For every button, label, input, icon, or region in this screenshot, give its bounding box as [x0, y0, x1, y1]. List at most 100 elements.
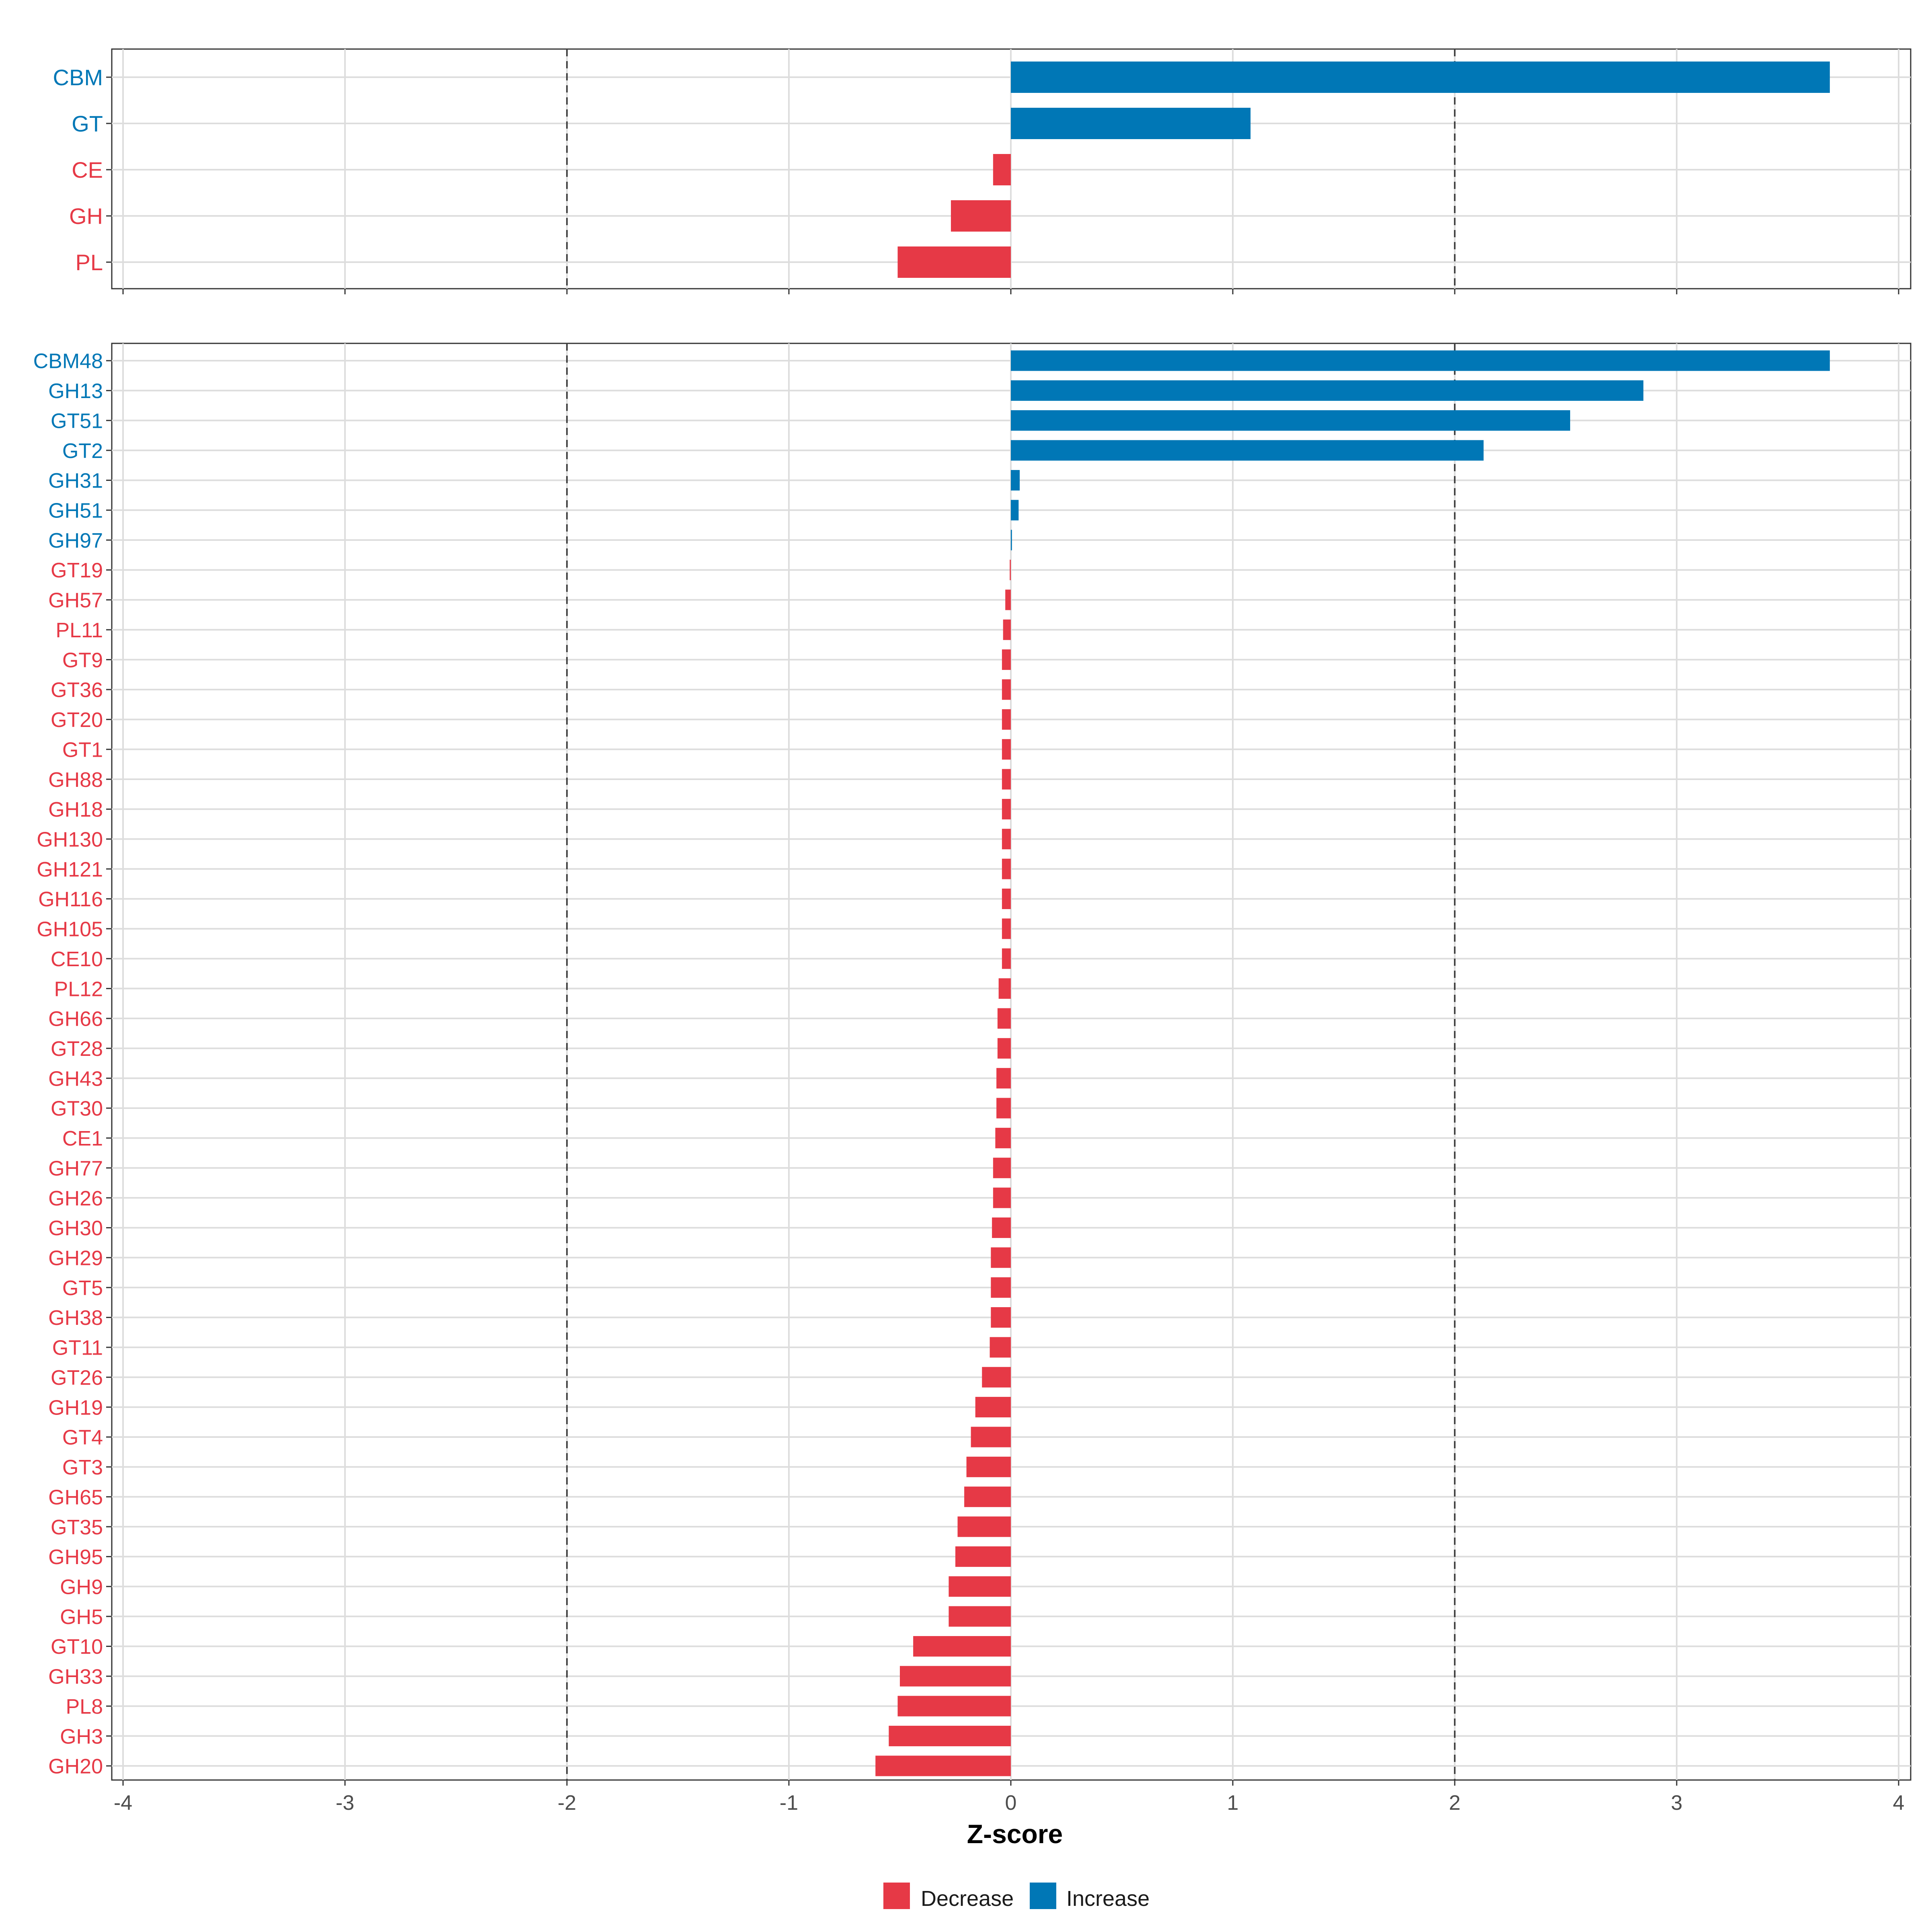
legend: Decrease Increase	[883, 1883, 1150, 1911]
bar	[889, 1726, 1011, 1747]
category-label: CBM	[53, 65, 103, 90]
category-label: PL8	[66, 1695, 103, 1718]
bar	[1002, 829, 1011, 850]
category-label: CBM48	[33, 350, 103, 373]
bar	[1002, 918, 1011, 939]
bar	[1002, 769, 1011, 790]
bar	[1011, 440, 1484, 461]
family-panel: CBM48GH13GT51GT2GH31GH51GH97GT19GH57PL11…	[33, 343, 1912, 1815]
category-label: GH18	[48, 798, 103, 821]
category-label: GH13	[48, 380, 103, 403]
bar	[991, 1277, 1011, 1298]
x-tick-label: 3	[1671, 1791, 1683, 1815]
category-label: CE1	[62, 1127, 103, 1150]
category-label: GH30	[48, 1217, 103, 1240]
category-label: GT51	[51, 409, 103, 433]
bar	[949, 1606, 1011, 1627]
bar	[957, 1516, 1011, 1537]
category-label: CE10	[51, 948, 103, 971]
category-label: GH51	[48, 499, 103, 523]
bar	[900, 1666, 1011, 1687]
legend-swatch-increase	[1030, 1883, 1056, 1909]
bar	[1002, 799, 1011, 819]
x-tick-label: -3	[336, 1791, 354, 1815]
bar	[1011, 380, 1644, 401]
category-label: GH43	[48, 1067, 103, 1090]
category-label: GH19	[48, 1396, 103, 1419]
x-tick-label: 2	[1449, 1791, 1461, 1815]
category-label: GT11	[52, 1337, 103, 1360]
bar	[1005, 589, 1011, 610]
bar	[993, 1158, 1011, 1178]
category-label: GH130	[37, 828, 103, 851]
legend-label-increase: Increase	[1066, 1887, 1150, 1911]
x-tick-label: 0	[1005, 1791, 1017, 1815]
category-label: GT1	[62, 738, 103, 762]
category-label: GT9	[62, 649, 103, 672]
x-tick-label: -4	[114, 1791, 132, 1815]
category-label: GT28	[51, 1037, 103, 1061]
bar	[1011, 108, 1251, 139]
category-label: GH66	[48, 1008, 103, 1031]
x-axis-title: Z-score	[967, 1819, 1063, 1849]
category-label: GH20	[48, 1755, 103, 1778]
bar	[996, 1098, 1011, 1119]
class-panel: CBM GT CE GH PL	[53, 48, 1912, 294]
category-label: GH3	[60, 1725, 103, 1748]
category-label: PL	[76, 250, 103, 275]
category-label: GH116	[38, 888, 103, 911]
category-label: GT4	[62, 1426, 103, 1450]
bar	[966, 1456, 1011, 1477]
bar	[1011, 410, 1571, 431]
bar	[1011, 350, 1830, 371]
category-label: GH77	[48, 1157, 103, 1180]
bar	[993, 154, 1011, 185]
bar	[964, 1486, 1011, 1507]
category-label: GH9	[60, 1575, 103, 1599]
bar	[971, 1427, 1011, 1447]
category-label: GH33	[48, 1665, 103, 1689]
category-label: GH65	[48, 1486, 103, 1509]
category-label: GH57	[48, 589, 103, 612]
bar	[1002, 948, 1011, 969]
bar	[1002, 888, 1011, 909]
category-label: GH5	[60, 1606, 103, 1629]
category-label: GT2	[62, 439, 103, 463]
category-label: GH26	[48, 1187, 103, 1210]
category-label: GH	[69, 203, 103, 229]
bar	[1002, 679, 1011, 700]
bar	[1002, 739, 1011, 760]
bar	[1010, 560, 1011, 581]
bar	[913, 1636, 1011, 1657]
category-label: GT10	[51, 1635, 103, 1659]
bar	[875, 1755, 1011, 1776]
bar	[995, 1127, 1011, 1148]
bar	[975, 1397, 1011, 1418]
category-label: GH31	[48, 469, 103, 493]
category-label: GH95	[48, 1546, 103, 1569]
legend-swatch-decrease	[883, 1883, 910, 1909]
category-label: GH105	[37, 918, 103, 941]
bar	[1002, 709, 1011, 730]
bar	[1011, 62, 1830, 93]
x-tick-label: 4	[1893, 1791, 1905, 1815]
category-label: GT3	[62, 1456, 103, 1479]
bar	[997, 1008, 1011, 1029]
bar	[949, 1576, 1011, 1597]
bar	[1003, 619, 1011, 640]
category-label: GH38	[48, 1306, 103, 1330]
category-label: GH121	[37, 858, 103, 881]
category-label: PL11	[55, 619, 103, 642]
category-label: GT20	[51, 708, 103, 732]
category-label: CE	[72, 157, 103, 183]
x-tick-label: -1	[780, 1791, 798, 1815]
bar	[990, 1337, 1011, 1358]
bar	[997, 1038, 1011, 1059]
bar	[1011, 530, 1012, 550]
bar	[951, 200, 1011, 232]
category-label: GT35	[51, 1516, 103, 1539]
category-label: GH88	[48, 768, 103, 792]
bar	[1011, 470, 1020, 491]
